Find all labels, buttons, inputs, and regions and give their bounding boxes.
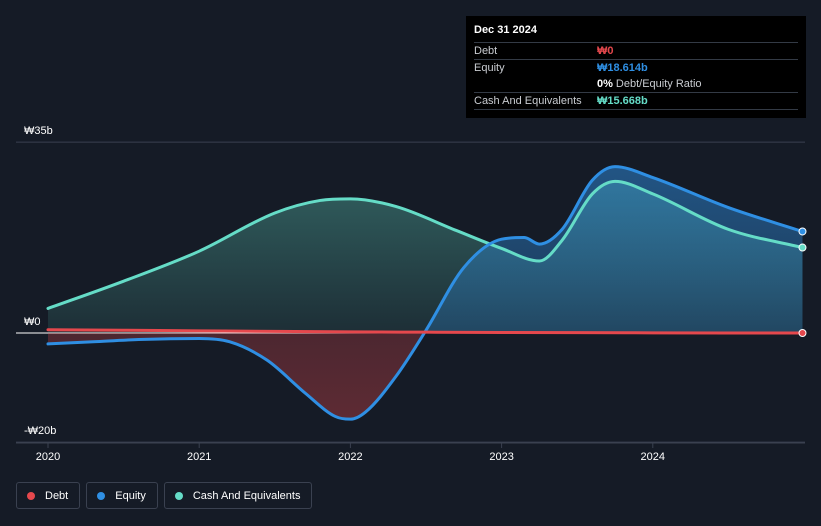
chart-legend: Debt Equity Cash And Equivalents (16, 482, 313, 509)
x-tick-label-4: 2024 (641, 451, 665, 463)
x-tick-label-2: 2022 (338, 451, 362, 463)
chart-lines (46, 165, 807, 421)
legend-item-debt[interactable]: Debt (16, 482, 81, 509)
x-tick-label-1: 2021 (187, 451, 211, 463)
tooltip-cash-value: ₩15.668b (597, 95, 648, 107)
debt-dot-icon (27, 491, 35, 500)
cash-line (46, 179, 804, 310)
equity-end-marker (798, 227, 807, 236)
tooltip-date: Dec 31 2024 (474, 24, 537, 36)
tooltip-cash-label: Cash And Equivalents (474, 95, 582, 107)
equity-line (46, 165, 804, 421)
legend-item-cash[interactable]: Cash And Equivalents (163, 482, 313, 509)
x-tick-label-3: 2023 (489, 451, 513, 463)
tooltip-ratio-label: Debt/Equity Ratio (615, 78, 702, 90)
cash-end-marker (798, 243, 807, 252)
chart-areas (48, 166, 803, 420)
tooltip-bottom-rule (474, 109, 798, 126)
legend-item-equity[interactable]: Equity (86, 482, 158, 509)
tooltip-equity-label: Equity (474, 62, 505, 74)
cash-dot-icon (174, 491, 183, 500)
y-tick-label-0: ₩35b (24, 125, 53, 137)
x-tick-label-0: 2020 (36, 451, 60, 463)
tooltip-equity-value: ₩18.614b (597, 62, 648, 74)
tooltip-ratio-value: 0% (597, 78, 613, 90)
debt-end-marker (798, 329, 807, 337)
tooltip-debt-value: ₩0 (597, 45, 614, 57)
tooltip-debt-row: Debt ₩0 (474, 42, 798, 59)
y-tick-label-2: -₩20b (24, 425, 56, 437)
legend-label-debt: Debt (45, 489, 69, 502)
tooltip-equity-row: Equity ₩18.614b (474, 59, 798, 76)
legend-label-equity: Equity (115, 489, 146, 502)
tooltip-panel: Dec 31 2024 Debt ₩0 Equity ₩18.614b 0% D… (466, 16, 806, 118)
tooltip-ratio-row: 0% Debt/Equity Ratio (474, 76, 798, 92)
equity-dot-icon (97, 491, 106, 500)
legend-label-cash: Cash And Equivalents (192, 489, 301, 502)
axis-labels: ₩35b ₩0 -₩20b 2020 2021 2022 2023 2024 (24, 125, 665, 463)
equity-area-positive (48, 166, 803, 333)
debt-line (46, 328, 804, 335)
tooltip-debt-label: Debt (474, 45, 498, 57)
tooltip-cash-row: Cash And Equivalents ₩15.668b (474, 92, 798, 109)
y-tick-label-1: ₩0 (24, 316, 41, 328)
